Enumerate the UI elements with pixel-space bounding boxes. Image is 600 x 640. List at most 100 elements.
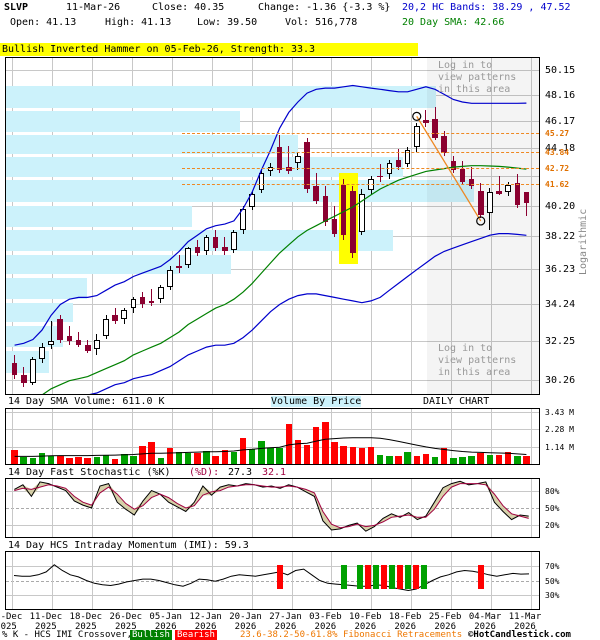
date-axis-tick: 04-Mar 2026 <box>468 612 502 632</box>
stochastic-gridline-vertical <box>371 479 373 537</box>
volume-gridline-vertical <box>131 409 133 464</box>
date-axis-tick: 12-Jan 2026 <box>189 612 222 632</box>
candle-body <box>66 335 73 342</box>
candle-body <box>231 232 237 250</box>
imi-gridline <box>6 594 539 596</box>
imi-crossover-marker-up <box>405 564 412 589</box>
volume-bar <box>194 453 201 464</box>
candle-body <box>276 147 283 170</box>
volume-bar <box>404 452 411 464</box>
candle-wick <box>224 236 226 255</box>
candle-body <box>459 168 466 182</box>
candle-body <box>148 300 155 303</box>
date-axis-tick: 18-Feb 2026 <box>388 612 422 632</box>
candle-wick <box>525 191 527 217</box>
candle-wick <box>471 167 473 189</box>
price-axis-tick: 40.20 <box>545 200 576 212</box>
login-to-view-patterns-message-1: Log in to view patterns in this area <box>438 60 517 95</box>
price-gridline-vertical <box>371 58 373 394</box>
volume-gridline-vertical <box>51 409 53 464</box>
copyright-label: ©HotCandlestick.com <box>468 630 571 640</box>
price-axis-tick: 44.18 <box>545 142 576 154</box>
price-axis-scale-label: Logarithmic <box>578 208 589 275</box>
stochastic-gridline-vertical <box>51 479 53 537</box>
price-gridline <box>6 269 539 271</box>
candle-wick <box>379 164 381 182</box>
imi-gridline-vertical <box>12 552 13 609</box>
stochastic-midline <box>6 508 539 509</box>
volume-by-price-title: Volume By Price <box>271 396 362 407</box>
candle-body <box>377 175 384 178</box>
fibonacci-anchor-point-1[interactable] <box>476 216 486 226</box>
volume-by-price-bar <box>6 230 394 251</box>
imi-crossover-marker-up <box>373 564 380 589</box>
price-gridline <box>6 120 539 122</box>
price-gridline <box>6 70 539 72</box>
candle-body <box>121 309 128 319</box>
volume-bar <box>440 448 448 464</box>
price-axis-tick: 46.17 <box>545 115 576 127</box>
candle-wick <box>398 148 399 170</box>
fibonacci-axis-label: 45.27 <box>545 128 570 138</box>
candle-body <box>194 246 201 253</box>
volume-bar <box>312 427 320 464</box>
candle-body <box>176 266 182 268</box>
stochastic-gridline-vertical <box>291 479 293 537</box>
quote-date: 11-Mar-26 <box>66 2 121 13</box>
candle-body <box>84 345 91 351</box>
imi-chart-panel[interactable] <box>5 551 540 610</box>
volume-bar <box>413 456 421 464</box>
fibonacci-anchor-point-2[interactable] <box>412 111 422 121</box>
volume-gridline-vertical <box>371 409 373 464</box>
footer-legend-prefix: % K - HCS IMI Crossover, <box>2 630 133 640</box>
volume-bar <box>358 448 366 464</box>
volume-by-price-bar <box>6 254 231 275</box>
high-label: High: 41.13 <box>105 17 172 28</box>
candle-body <box>222 246 228 252</box>
imi-crossover-marker-dn <box>413 564 420 589</box>
fibonacci-axis-label: 41.62 <box>545 180 570 190</box>
price-chart-panel[interactable]: Log in to view patterns in this area Log … <box>5 57 540 395</box>
candle-body <box>304 141 310 189</box>
price-gridline-vertical <box>411 58 413 394</box>
candle-body <box>487 192 493 214</box>
volume-bar <box>66 458 73 464</box>
candle-body <box>103 319 109 336</box>
login-shade-right <box>427 58 539 394</box>
imi-gridline-vertical <box>531 552 532 609</box>
volume-bar <box>38 453 46 464</box>
stochastic-gridline-vertical <box>331 479 333 537</box>
volume-bar <box>166 448 174 464</box>
imi-gridline-vertical <box>331 552 333 609</box>
volume-bar <box>11 449 18 464</box>
stochastic-gridline-vertical <box>411 479 413 537</box>
price-gridline-vertical <box>251 58 253 394</box>
change-label: Change: -1.36 {-3.3 %} <box>258 2 391 13</box>
pattern-banner: Bullish Inverted Hammer on 05-Feb-26, St… <box>0 43 418 56</box>
stochastic-axis-tick: 20% <box>545 521 560 531</box>
candle-body <box>11 362 18 375</box>
date-axis-tick: 20-Jan 2026 <box>229 612 262 632</box>
candle-body <box>404 150 411 165</box>
volume-panel-title: 14 Day SMA Volume: 611.0 K <box>8 396 165 407</box>
volume-gridline-vertical <box>531 409 532 464</box>
close-label: Close: 40.35 <box>152 2 225 13</box>
volume-bar <box>340 445 347 464</box>
volume-bar <box>111 458 119 464</box>
candle-body <box>130 299 137 309</box>
stochastic-k-line <box>14 480 529 532</box>
price-axis-tick: 48.16 <box>545 89 576 101</box>
symbol-label: SLVP <box>4 2 29 13</box>
volume-label: Vol: 516,778 <box>285 17 358 28</box>
stochastic-fill-area <box>14 481 529 532</box>
date-axis-tick: 27-Jan 2026 <box>269 612 302 632</box>
stochastic-chart-panel[interactable] <box>5 478 540 538</box>
candle-wick <box>151 288 153 307</box>
imi-axis-tick: 70% <box>545 562 560 572</box>
volume-bar <box>468 455 475 464</box>
volume-bar <box>47 456 55 464</box>
volume-by-price-bar <box>6 85 437 108</box>
volume-chart-panel[interactable] <box>5 408 540 465</box>
bullish-badge: Bullish <box>130 630 172 640</box>
